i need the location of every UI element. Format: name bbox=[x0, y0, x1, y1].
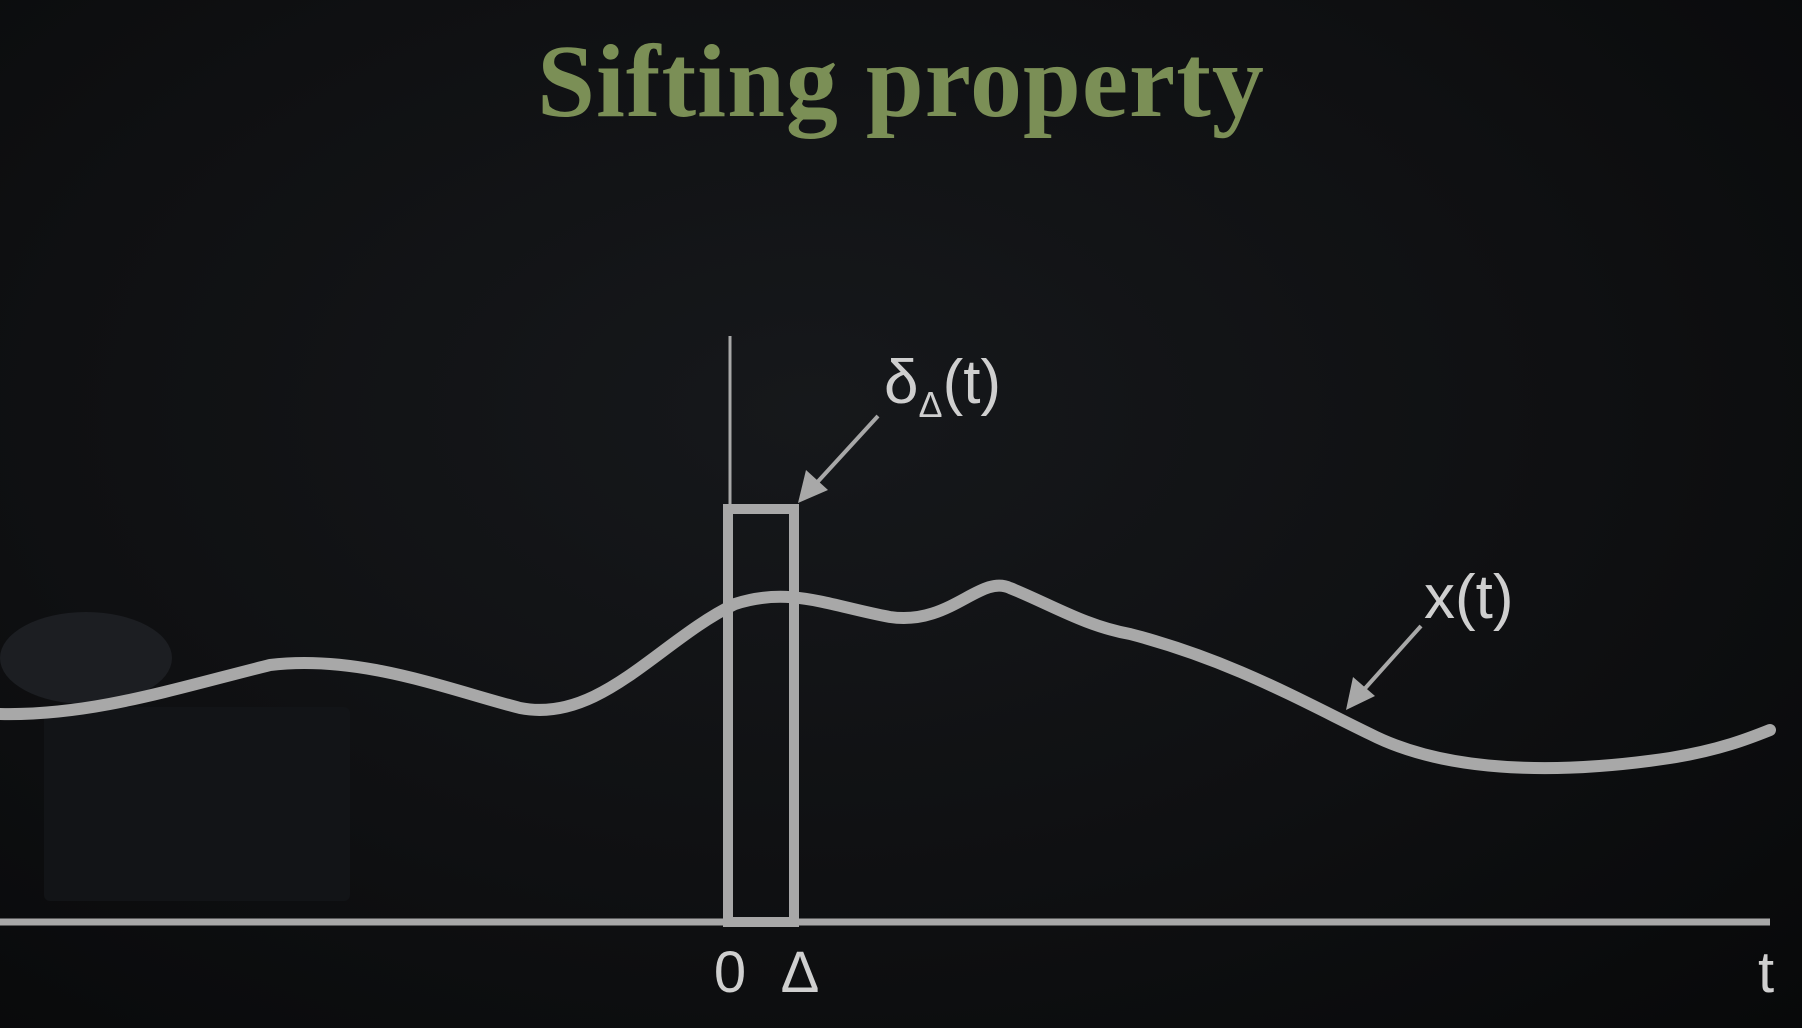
delta-pointer-arrowhead bbox=[798, 470, 828, 503]
smudge-blob-bottom bbox=[44, 707, 350, 901]
signal-pointer-line bbox=[1358, 624, 1423, 696]
delta-pointer-line bbox=[810, 414, 880, 490]
signal-pointer-arrowhead bbox=[1346, 677, 1375, 710]
delta-pulse-label: δΔ(t) bbox=[884, 348, 1001, 425]
tick-label-delta: Δ bbox=[781, 940, 820, 1005]
signal-curve bbox=[0, 579, 1776, 775]
smudge-blob-top bbox=[0, 612, 172, 704]
axis-label-t: t bbox=[1758, 940, 1774, 1005]
tick-label-zero: 0 bbox=[714, 940, 746, 1005]
pulse-rectangle bbox=[723, 504, 799, 927]
slide-title: Sifting property bbox=[537, 24, 1265, 139]
signal-label: x(t) bbox=[1424, 563, 1514, 632]
